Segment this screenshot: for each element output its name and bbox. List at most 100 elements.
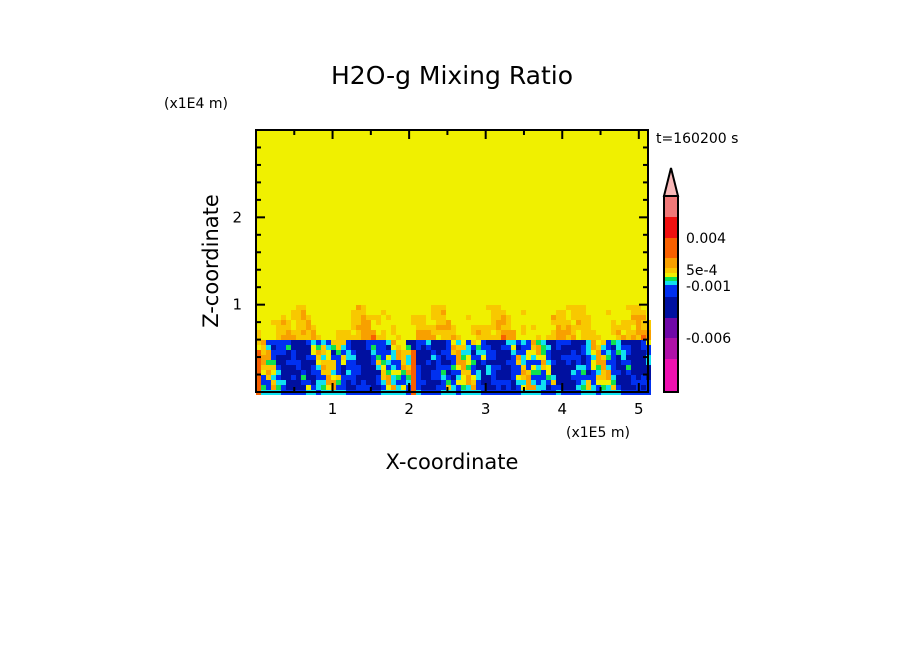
field-cell	[311, 370, 316, 375]
field-cell	[551, 385, 556, 390]
field-cell	[361, 305, 366, 310]
field-cell	[396, 335, 401, 340]
field-cell	[286, 365, 291, 370]
field-cell	[281, 360, 286, 365]
field-cell	[521, 365, 526, 370]
field-cell	[406, 355, 411, 360]
field-cell	[581, 315, 586, 320]
field-cell	[381, 310, 386, 315]
field-cell	[506, 380, 511, 385]
field-cell	[511, 365, 516, 370]
field-cell	[296, 365, 301, 370]
field-cell	[576, 385, 581, 390]
field-cell	[541, 355, 546, 360]
field-cell	[296, 360, 301, 365]
field-cell	[316, 370, 321, 375]
field-cell	[501, 350, 506, 355]
field-cell	[491, 385, 496, 390]
field-cell	[441, 375, 446, 380]
field-cell	[486, 325, 491, 330]
field-cell	[621, 340, 626, 345]
field-cell	[616, 385, 621, 390]
field-cell	[261, 385, 266, 390]
field-cell	[536, 370, 541, 375]
field-cell	[296, 305, 301, 310]
field-cell	[276, 370, 281, 375]
field-cell	[281, 350, 286, 355]
field-cell	[416, 315, 421, 320]
field-cell	[271, 355, 276, 360]
field-cell	[581, 330, 586, 335]
field-cell	[346, 380, 351, 385]
field-cell	[521, 360, 526, 365]
field-cell	[456, 345, 461, 350]
plot-frame	[255, 129, 649, 393]
field-cell	[346, 375, 351, 380]
field-cell	[626, 365, 631, 370]
field-cell	[496, 360, 501, 365]
field-cell	[461, 345, 466, 350]
field-cell	[441, 380, 446, 385]
field-cell	[611, 330, 616, 335]
field-cell	[556, 375, 561, 380]
field-cell	[526, 375, 531, 380]
field-cell	[381, 370, 386, 375]
field-cell	[496, 340, 501, 345]
field-cell	[276, 345, 281, 350]
field-cell	[556, 380, 561, 385]
field-cell	[506, 345, 511, 350]
field-cell	[431, 380, 436, 385]
field-cell	[401, 360, 406, 365]
field-cell	[521, 375, 526, 380]
field-cell	[266, 340, 271, 345]
colorbar-segment	[664, 238, 678, 258]
field-cell	[411, 385, 416, 390]
field-cell	[416, 340, 421, 345]
field-cell	[371, 330, 376, 335]
field-cell	[431, 385, 436, 390]
field-cell	[401, 370, 406, 375]
field-cell	[596, 380, 601, 385]
field-cell	[521, 355, 526, 360]
field-cell	[406, 360, 411, 365]
field-cell	[601, 380, 606, 385]
colorbar: 0.004 5e-4-0.001 -0.006	[662, 167, 731, 393]
colorbar-segment	[664, 285, 678, 297]
field-cell	[286, 350, 291, 355]
field-cell	[281, 370, 286, 375]
field-cell	[446, 370, 451, 375]
field-cell	[496, 385, 501, 390]
field-cell	[621, 320, 626, 325]
colorbar-label: 0.004	[686, 231, 726, 247]
field-cell	[331, 370, 336, 375]
field-cell	[521, 350, 526, 355]
field-cell	[326, 340, 331, 345]
field-cell	[261, 355, 266, 360]
field-cell	[471, 350, 476, 355]
field-cell	[586, 375, 591, 380]
field-cell	[271, 345, 276, 350]
colorbar-segment	[664, 338, 678, 359]
colorbar-segment	[664, 277, 678, 281]
field-cell	[296, 330, 301, 335]
x-tick-label: 5	[634, 400, 644, 418]
field-cell	[376, 380, 381, 385]
field-cell	[636, 320, 641, 325]
field-cell	[541, 350, 546, 355]
field-cell	[286, 325, 291, 330]
field-cell	[286, 330, 291, 335]
x-unit-label: (x1E5 m)	[566, 425, 630, 441]
field-cell	[531, 385, 536, 390]
field-cell	[571, 370, 576, 375]
field-cell	[416, 365, 421, 370]
field-cell	[376, 340, 381, 345]
field-cell	[351, 320, 356, 325]
field-cell	[531, 350, 536, 355]
field-cell	[586, 340, 591, 345]
field-cell	[626, 320, 631, 325]
field-cell	[571, 355, 576, 360]
field-cell	[576, 360, 581, 365]
field-cell	[356, 365, 361, 370]
field-cell	[611, 320, 616, 325]
field-cell	[551, 335, 556, 340]
